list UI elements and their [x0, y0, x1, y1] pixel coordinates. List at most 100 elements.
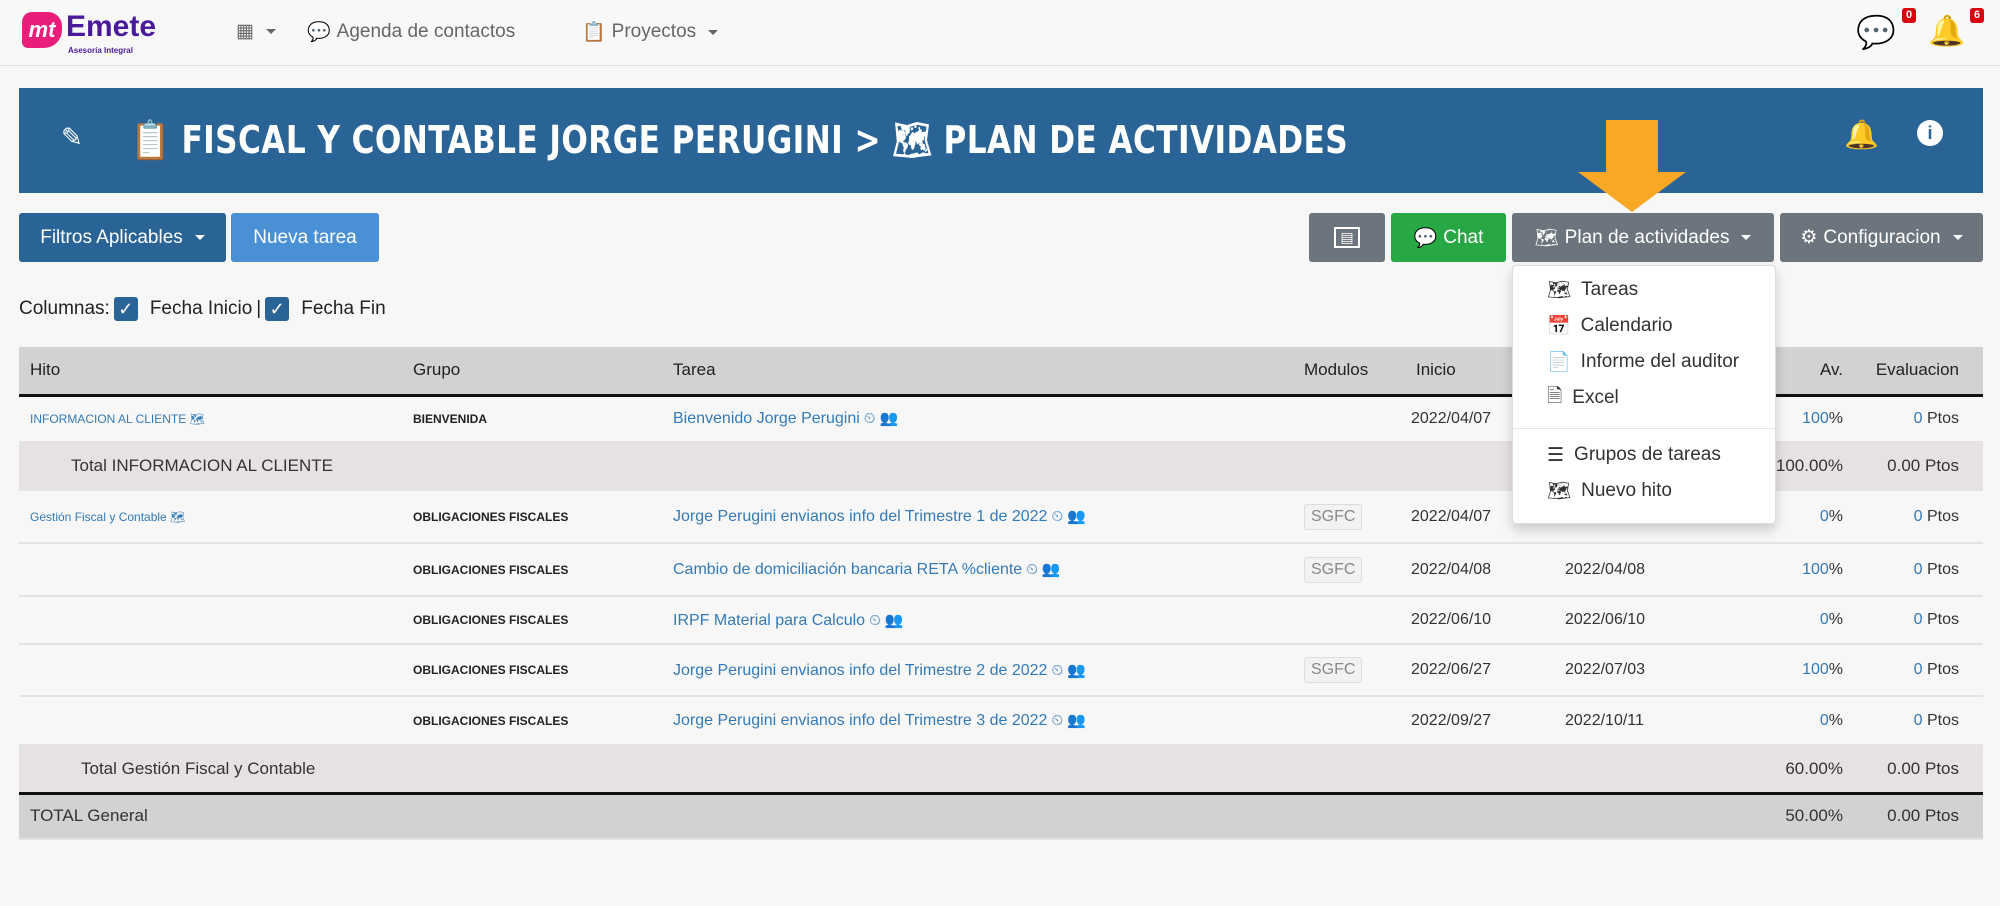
brand-name: Emete: [66, 10, 157, 43]
nav-agenda-label: Agenda de contactos: [336, 21, 516, 42]
menu-item-informe[interactable]: 📄 Informe del auditor: [1513, 344, 1775, 380]
column-header[interactable]: Evaluacion: [1843, 347, 1983, 397]
menu-item-excel[interactable]: 🗎 Excel: [1513, 380, 1775, 416]
contact-card-button[interactable]: ▤: [1309, 213, 1385, 262]
fecha-fin: 2022/04/08: [1565, 560, 1646, 578]
separator: |: [256, 298, 262, 319]
column-header[interactable]: Modulos: [1293, 347, 1405, 397]
fecha-inicio-label: Fecha Inicio: [149, 298, 253, 319]
tarea-link[interactable]: Jorge Perugini envianos info del Trimest…: [673, 508, 1048, 525]
users-icon[interactable]: 👥: [1067, 712, 1086, 729]
hito-link[interactable]: INFORMACION AL CLIENTE 🗺: [30, 412, 205, 426]
apps-menu[interactable]: ▦: [236, 20, 276, 43]
fecha-inicio: 2022/04/07: [1411, 409, 1492, 427]
plan-actividades-button[interactable]: 🗺 Plan de actividades: [1512, 213, 1774, 262]
evaluacion-value[interactable]: 0: [1913, 507, 1923, 525]
avance-value[interactable]: 0: [1819, 611, 1829, 628]
caret-icon: [1952, 235, 1963, 240]
column-header[interactable]: Tarea: [662, 347, 1293, 397]
users-icon[interactable]: 👥: [1041, 561, 1061, 578]
evaluacion-value[interactable]: 0: [1913, 711, 1923, 729]
menu-label: Excel: [1572, 387, 1619, 408]
evaluacion-value[interactable]: 0: [1913, 611, 1923, 628]
map-icon: 🗺: [1547, 280, 1572, 301]
users-icon[interactable]: 👥: [1067, 661, 1086, 679]
chat-notifications[interactable]: 💬 0: [1856, 8, 1917, 50]
clock-icon[interactable]: ⏲: [863, 410, 876, 428]
tarea-link[interactable]: Cambio de domiciliación bancaria RETA %c…: [673, 561, 1023, 578]
page-title: 📋 FISCAL Y CONTABLE JORGE PERUGINI > 🗺 P…: [131, 118, 1349, 162]
menu-item-nuevo-hito[interactable]: 🗺 Nuevo hito: [1513, 473, 1775, 509]
tarea-link[interactable]: Bienvenido Jorge Perugini: [673, 410, 860, 428]
evaluacion-value[interactable]: 0: [1913, 409, 1923, 427]
caret-icon: [708, 29, 719, 35]
evaluacion-value[interactable]: 0: [1913, 661, 1923, 678]
caret-icon: [1741, 235, 1752, 240]
logo[interactable]: mt Emete Asesoría Integral: [22, 10, 172, 60]
grupo: OBLIGACIONES FISCALES: [413, 562, 569, 577]
clock-icon[interactable]: ⏲: [1026, 561, 1038, 578]
column-header[interactable]: Grupo: [402, 347, 662, 397]
id-card-icon: ▤: [1334, 227, 1360, 248]
grupo: OBLIGACIONES FISCALES: [413, 663, 569, 677]
bell-icon[interactable]: 🔔: [1844, 119, 1879, 150]
menu-label: Nuevo hito: [1581, 480, 1672, 501]
tarea-link[interactable]: IRPF Material para Calculo: [673, 611, 866, 629]
grid-icon: ▦: [236, 21, 254, 42]
notif-badge: 6: [1970, 8, 1985, 23]
filtros-button[interactable]: Filtros Aplicables: [19, 213, 226, 262]
clock-icon[interactable]: ⏲: [1051, 508, 1064, 525]
menu-item-grupos[interactable]: ☰ Grupos de tareas: [1513, 437, 1775, 473]
avance-value[interactable]: 100: [1802, 661, 1829, 678]
clock-icon[interactable]: ⏲: [1051, 712, 1064, 729]
map-icon: 🗺: [1547, 481, 1572, 502]
top-navbar: mt Emete Asesoría Integral ▦ 💬 Agenda de …: [0, 0, 2000, 66]
info-icon[interactable]: i: [1917, 120, 1943, 146]
caret-icon: [194, 235, 205, 240]
fecha-fin-label: Fecha Fin: [301, 298, 386, 319]
general-label: TOTAL General: [30, 806, 148, 826]
clipboard-icon: 📋: [582, 22, 606, 43]
ptos-unit: Ptos: [1922, 507, 1959, 525]
chat-label: Chat: [1443, 226, 1484, 248]
users-icon[interactable]: 👥: [879, 410, 899, 428]
map-icon: 🗺: [1534, 227, 1559, 249]
menu-divider: [1513, 428, 1775, 429]
avance-value[interactable]: 100: [1802, 560, 1829, 578]
table-row: OBLIGACIONES FISCALES Cambio de domicili…: [19, 543, 1983, 597]
nueva-tarea-button[interactable]: Nueva tarea: [231, 213, 379, 262]
general-av: 50.00%: [1785, 806, 1843, 826]
menu-item-calendario[interactable]: 📅 Calendario: [1513, 308, 1775, 344]
pct-sign: %: [1828, 711, 1843, 729]
menu-item-tareas[interactable]: 🗺 Tareas: [1513, 272, 1775, 308]
avance-value[interactable]: 0: [1819, 507, 1829, 525]
clock-icon[interactable]: ⏲: [1051, 661, 1064, 679]
chat-button[interactable]: 💬 Chat: [1391, 213, 1506, 262]
tarea-link[interactable]: Jorge Perugini envianos info del Trimest…: [673, 712, 1048, 729]
avance-value[interactable]: 100: [1802, 409, 1829, 427]
menu-label: Grupos de tareas: [1574, 444, 1721, 465]
fecha-fin-checkbox[interactable]: ✓: [265, 297, 290, 321]
evaluacion-value[interactable]: 0: [1913, 560, 1923, 578]
document-icon: 📄: [1547, 352, 1571, 373]
column-header[interactable]: Hito: [19, 347, 402, 397]
filtros-label: Filtros Aplicables: [40, 226, 183, 248]
clock-icon[interactable]: ⏲: [869, 611, 881, 629]
users-icon[interactable]: 👥: [884, 611, 904, 629]
map-icon: 🗺: [189, 411, 205, 426]
fecha-fin: 2022/10/11: [1565, 711, 1644, 729]
tarea-link[interactable]: Jorge Perugini envianos info del Trimest…: [673, 661, 1048, 679]
title-section: PLAN DE ACTIVIDADES: [943, 118, 1349, 162]
hito-link[interactable]: Gestión Fiscal y Contable 🗺: [30, 510, 185, 524]
users-icon[interactable]: 👥: [1067, 508, 1086, 525]
nav-agenda[interactable]: 💬 Agenda de contactos: [307, 20, 515, 44]
configuracion-button[interactable]: ⚙ Configuracion: [1780, 213, 1983, 262]
notifications[interactable]: 🔔 6: [1928, 8, 1985, 50]
edit-icon[interactable]: ✎: [61, 122, 83, 152]
fecha-inicio: 2022/04/07: [1411, 507, 1492, 525]
nav-proyectos[interactable]: 📋 Proyectos: [582, 20, 719, 44]
ptos-unit: Ptos: [1922, 560, 1959, 578]
total-label: Total Gestión Fiscal y Contable: [81, 758, 316, 778]
avance-value[interactable]: 0: [1819, 711, 1829, 729]
fecha-inicio-checkbox[interactable]: ✓: [113, 297, 138, 321]
